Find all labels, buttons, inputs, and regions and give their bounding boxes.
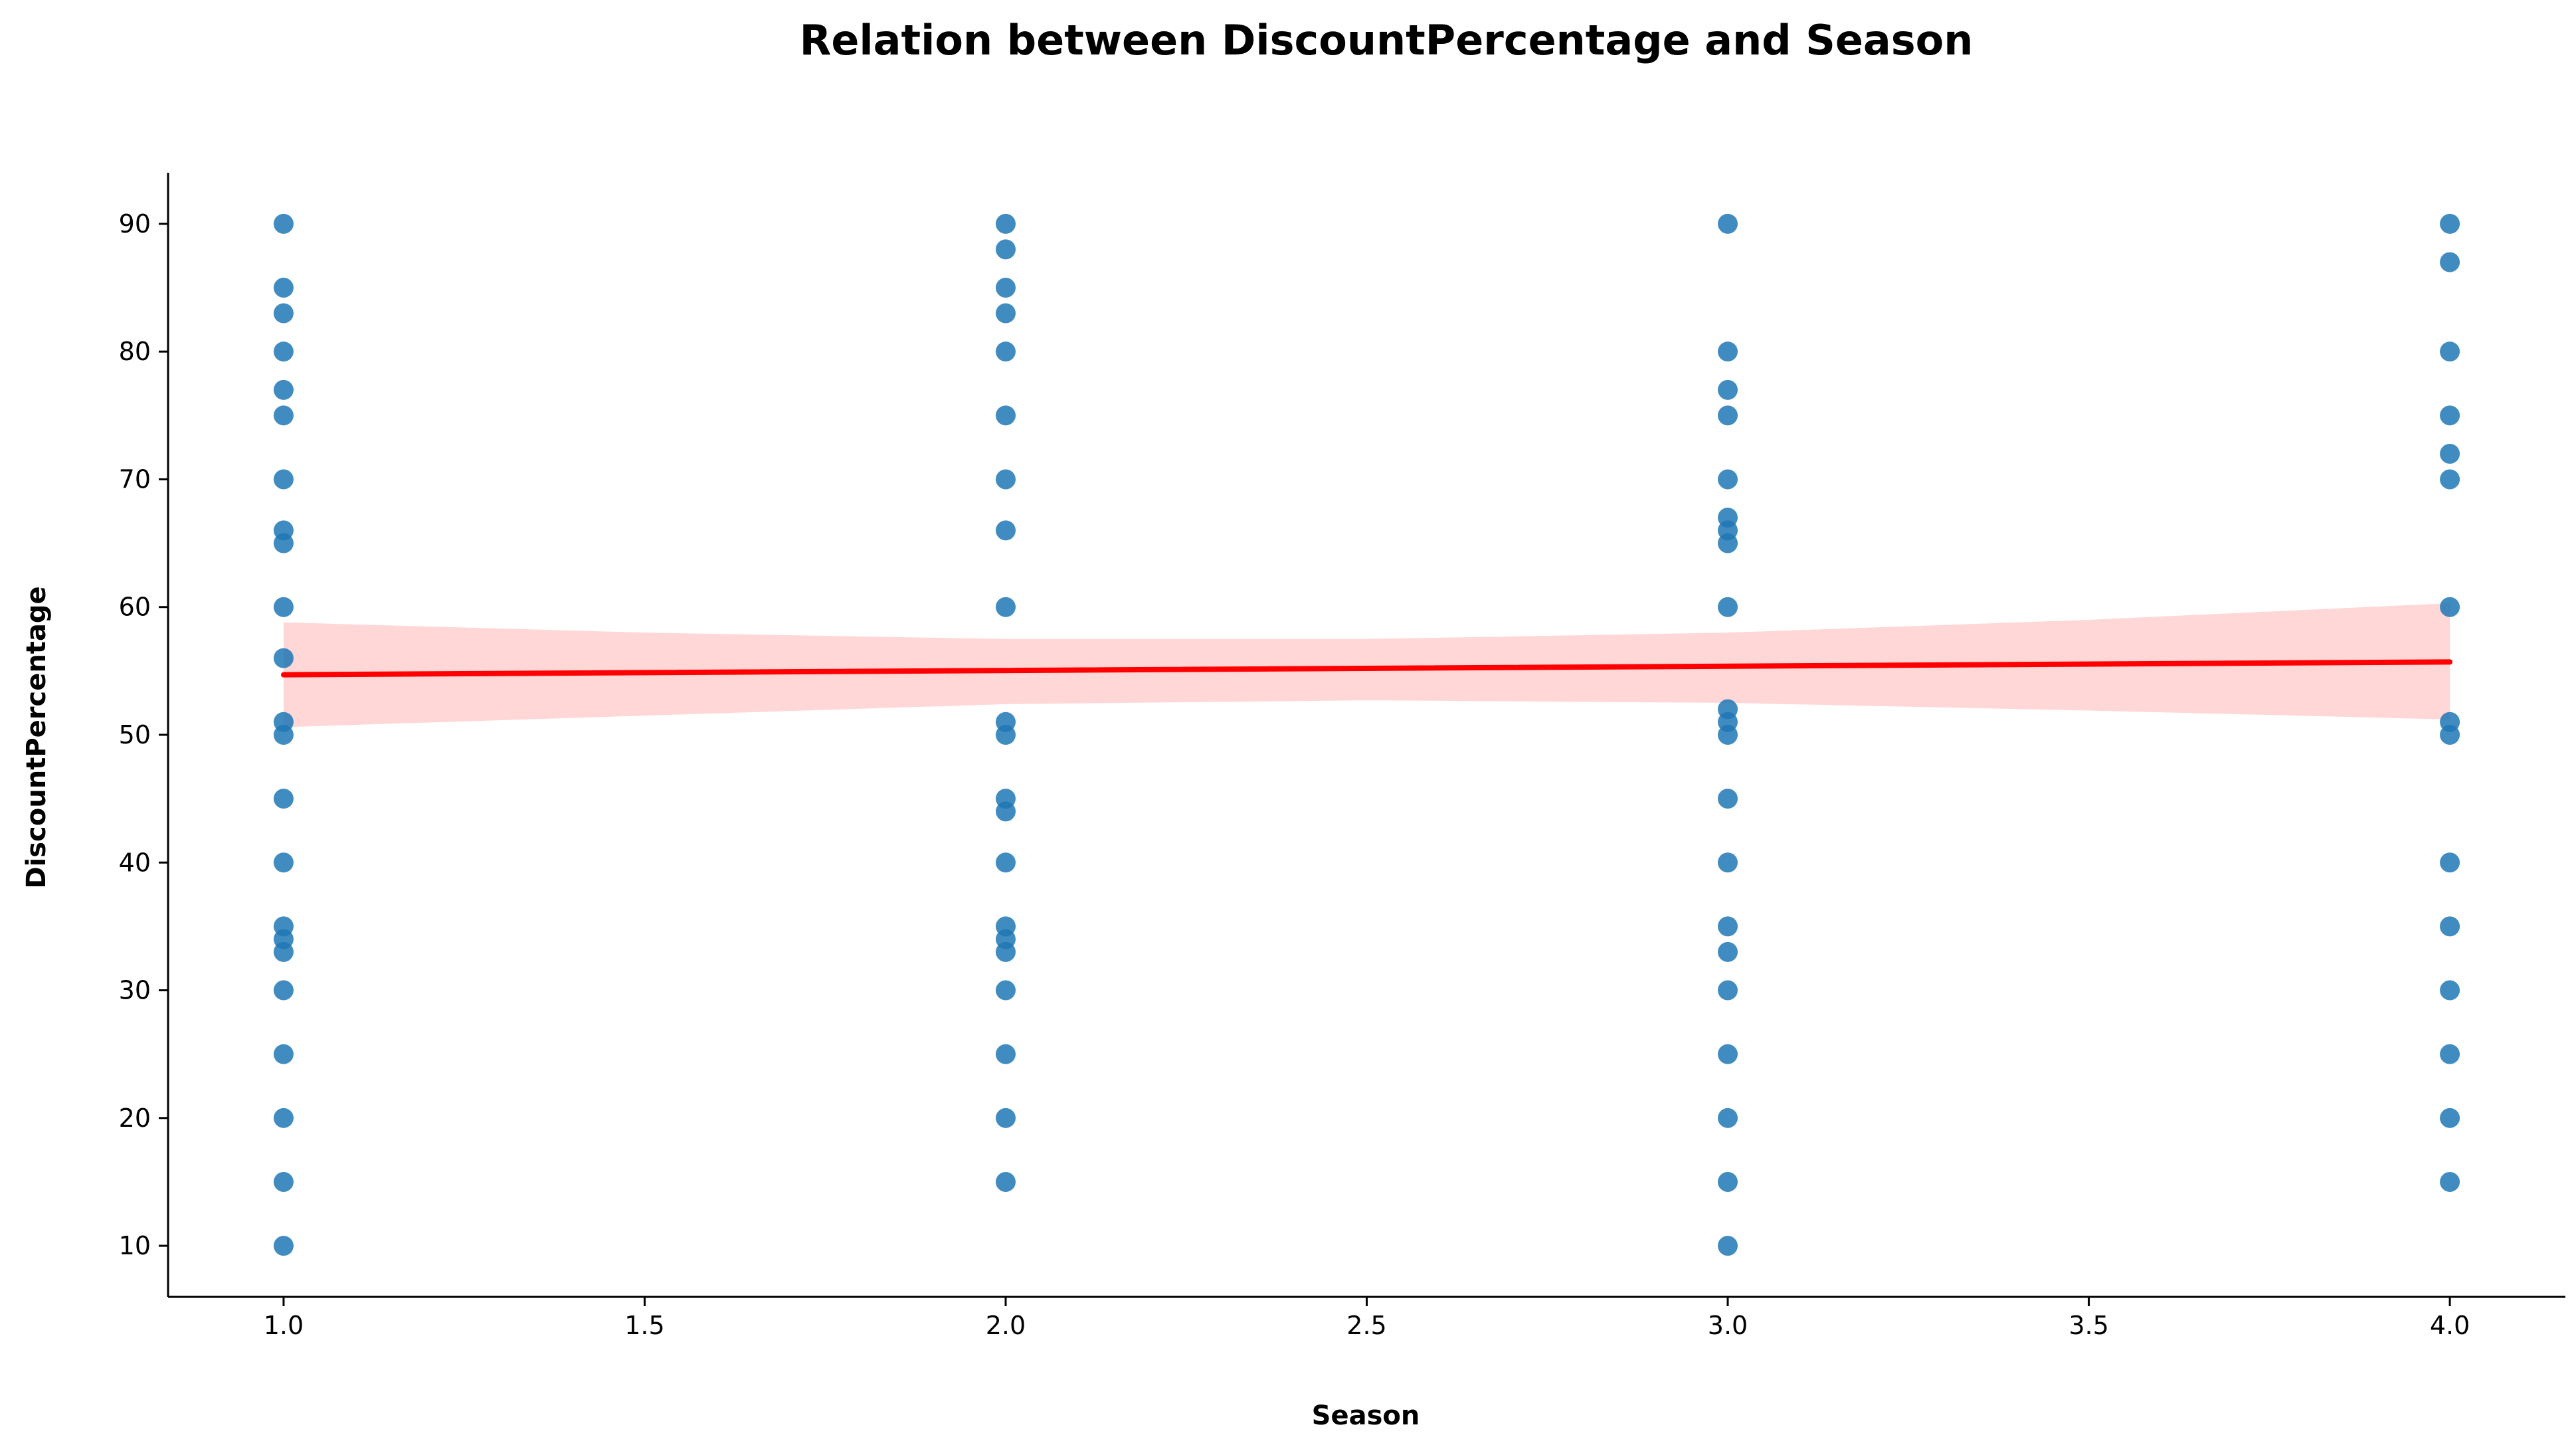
data-point	[273, 278, 294, 298]
data-point	[995, 712, 1016, 732]
y-tick-label: 50	[119, 720, 151, 749]
data-point	[995, 916, 1016, 937]
data-point	[273, 1108, 294, 1128]
data-point	[1718, 789, 1738, 809]
y-tick-label: 90	[119, 209, 151, 239]
data-point	[995, 789, 1016, 809]
data-point	[1718, 597, 1738, 617]
x-tick-label: 2.5	[1346, 1311, 1386, 1340]
data-point	[2440, 405, 2460, 426]
data-point	[273, 597, 294, 617]
x-axis-label: Season	[1312, 1401, 1420, 1431]
data-point	[1718, 1171, 1738, 1192]
data-point	[995, 405, 1016, 426]
data-point	[2440, 916, 2460, 937]
data-point	[273, 379, 294, 400]
data-point	[2440, 444, 2460, 464]
data-point	[273, 712, 294, 732]
data-point	[273, 648, 294, 668]
chart-title: Relation between DiscountPercentage and …	[800, 16, 1974, 64]
y-ticks-layer: 10 20 30 40 50 60 70 80 90	[119, 209, 168, 1260]
data-point	[995, 852, 1016, 873]
data-point	[995, 1171, 1016, 1192]
data-point	[2440, 1108, 2460, 1128]
x-tick-label: 4.0	[2430, 1311, 2470, 1340]
data-point	[2440, 597, 2460, 617]
data-point	[1718, 852, 1738, 873]
data-point	[1718, 699, 1738, 720]
data-point	[995, 278, 1016, 298]
data-point	[995, 213, 1016, 234]
data-point	[273, 1044, 294, 1064]
data-point	[2440, 1171, 2460, 1192]
y-tick-label: 30	[119, 976, 151, 1005]
data-point	[1718, 213, 1738, 234]
y-tick-label: 80	[119, 337, 151, 366]
y-tick-label: 40	[119, 848, 151, 877]
data-point	[2440, 252, 2460, 272]
data-point	[273, 520, 294, 541]
data-point	[2440, 712, 2460, 732]
data-point	[273, 916, 294, 937]
data-point	[273, 405, 294, 426]
x-tick-label: 2.0	[986, 1311, 1026, 1340]
data-point	[2440, 852, 2460, 873]
axes-layer	[167, 173, 2565, 1298]
data-point	[995, 520, 1016, 541]
data-point	[273, 213, 294, 234]
x-tick-label: 3.5	[2069, 1311, 2108, 1340]
data-point	[995, 597, 1016, 617]
data-point	[1718, 508, 1738, 528]
data-point	[273, 789, 294, 809]
data-point	[273, 1171, 294, 1192]
y-tick-label: 60	[119, 593, 151, 622]
data-point	[995, 1108, 1016, 1128]
x-ticks-layer: 1.0 1.5 2.0 2.5 3.0 3.5 4.0	[264, 1297, 2470, 1340]
data-point	[995, 239, 1016, 260]
data-point	[1718, 980, 1738, 1001]
data-point	[2440, 213, 2460, 234]
x-tick-label: 1.0	[264, 1311, 304, 1340]
regression-line-layer	[280, 659, 2453, 678]
x-tick-label: 1.5	[624, 1311, 664, 1340]
data-point	[995, 341, 1016, 362]
data-point	[1718, 379, 1738, 400]
confidence-band	[283, 603, 2450, 727]
data-point	[1718, 1236, 1738, 1256]
data-point	[1718, 916, 1738, 937]
data-point	[273, 341, 294, 362]
data-point	[1718, 405, 1738, 426]
data-point	[1718, 1044, 1738, 1064]
x-tick-label: 3.0	[1708, 1311, 1748, 1340]
data-point	[273, 852, 294, 873]
data-point	[995, 1044, 1016, 1064]
y-tick-label: 70	[119, 464, 151, 494]
data-point	[273, 1236, 294, 1256]
data-point	[995, 303, 1016, 324]
data-point	[2440, 1044, 2460, 1064]
data-points-layer	[273, 213, 2460, 1256]
data-point	[273, 980, 294, 1001]
data-point	[273, 469, 294, 490]
data-point	[995, 469, 1016, 490]
regression-line	[280, 659, 2453, 678]
data-point	[2440, 341, 2460, 362]
y-tick-label: 10	[119, 1231, 151, 1260]
data-point	[1718, 1108, 1738, 1128]
data-point	[1718, 941, 1738, 962]
data-point	[1718, 341, 1738, 362]
data-point	[2440, 980, 2460, 1001]
data-point	[1718, 469, 1738, 490]
data-point	[995, 980, 1016, 1001]
data-point	[2440, 469, 2460, 490]
data-point	[273, 303, 294, 324]
confidence-band-layer	[283, 603, 2450, 727]
y-axis-label: DiscountPercentage	[21, 586, 52, 888]
y-tick-label: 20	[119, 1104, 151, 1133]
